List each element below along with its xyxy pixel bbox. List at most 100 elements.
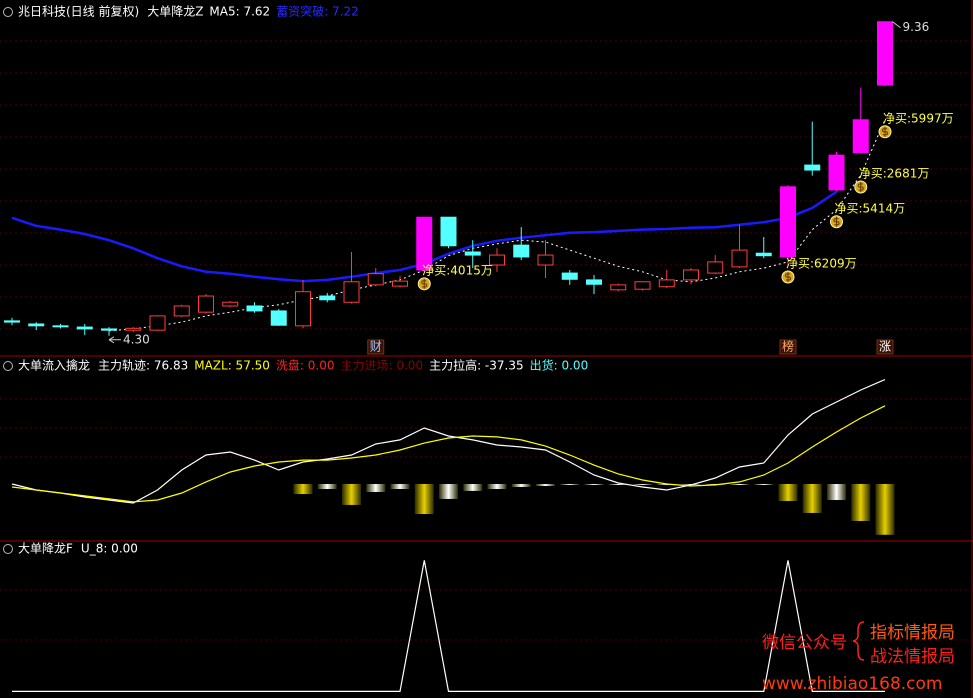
header-item: U_8: 0.00: [81, 542, 138, 556]
panel-title: 大单流入擒龙: [18, 358, 90, 373]
candle-body: [561, 272, 578, 280]
candle-body: [877, 21, 893, 86]
candle-body: [658, 279, 675, 288]
candle-body: [295, 291, 311, 327]
bar: [875, 483, 895, 535]
watermark-brace: [852, 621, 865, 661]
bar: [827, 483, 846, 501]
bar: [802, 483, 822, 513]
header-item: 主力拉高: -37.35: [429, 358, 524, 373]
candle-body: [173, 305, 190, 317]
header-item: 大单降龙Z: [147, 5, 203, 19]
candle-body: [319, 295, 336, 301]
candle-body: [755, 252, 772, 257]
low-pointer: [108, 336, 121, 344]
candle-body: [198, 295, 214, 313]
bar: [730, 483, 749, 485]
line: [11, 378, 886, 504]
candle-body: [464, 251, 481, 256]
bar: [778, 483, 798, 501]
candle-body: [683, 269, 699, 281]
header-item: 出货: 0.00: [530, 358, 589, 373]
candle-body: [149, 315, 166, 331]
bar: [608, 483, 628, 485]
bar: [463, 483, 483, 491]
net-buy-label: 净买:5997万: [883, 111, 954, 125]
marker-box: [876, 339, 894, 355]
candle-body: [586, 279, 602, 285]
bar: [633, 483, 652, 485]
line: [12, 560, 885, 692]
candle-body: [828, 154, 845, 191]
candle-body: [416, 216, 433, 271]
header-item: 洗盘: 0.00: [276, 358, 335, 373]
candle-body: [634, 281, 651, 290]
candle-body: [537, 254, 554, 266]
marker: 榜: [782, 339, 794, 354]
candle-body: [489, 254, 505, 266]
candle-body: [731, 249, 748, 268]
watermark-line: 指标情报局: [870, 623, 955, 643]
candle-body: [707, 261, 724, 274]
bar: [487, 483, 507, 490]
money-bag-sign: [857, 182, 864, 193]
low-label: 4.30: [123, 332, 150, 346]
bar: [366, 483, 386, 493]
candle-body: [246, 305, 263, 312]
panel-title: 大单降龙F: [18, 542, 73, 556]
marker-box: [367, 339, 385, 355]
header-item: 主力轨迹: 76.83: [98, 359, 188, 373]
bar: [317, 483, 337, 490]
header-item: 蓄资突破: 7.22: [276, 4, 359, 19]
candle-body: [610, 284, 627, 291]
high-pointer: [892, 21, 901, 29]
line: [108, 119, 886, 332]
net-buy-label: 净买:2681万: [859, 167, 930, 181]
panel-icon: [3, 544, 13, 554]
money-bag-sign: [785, 272, 791, 283]
candle-body: [804, 164, 821, 171]
candle-body: [4, 320, 20, 323]
panel-icon: [3, 7, 13, 17]
candle-body: [780, 186, 796, 258]
candle-body: [270, 310, 287, 326]
money-bag-sign: [421, 278, 428, 289]
header-item: MAZL: 57.50: [194, 359, 270, 373]
candle-body: [852, 119, 869, 154]
bar: [439, 483, 458, 499]
candle-body: [28, 323, 45, 327]
net-buy-label: 净买:6209万: [786, 257, 857, 271]
net-buy-label: 净买:5414万: [835, 201, 906, 215]
bar: [390, 483, 410, 490]
bar: [560, 483, 580, 485]
bar: [293, 483, 313, 495]
candle-body: [440, 216, 457, 247]
money-bag-sign: [833, 216, 840, 227]
bar: [511, 483, 531, 487]
bar: [754, 483, 774, 485]
watermark-url: www.zhibiao168.com: [762, 674, 942, 694]
bar: [536, 483, 555, 487]
candle-body: [52, 325, 69, 328]
marker: 财: [370, 340, 382, 354]
high-label: 9.36: [903, 20, 930, 34]
candle-body: [367, 273, 384, 286]
marker: 涨: [879, 339, 891, 354]
watermark-label: 微信公众号: [762, 633, 847, 653]
candle-body: [513, 244, 530, 258]
net-buy-label: 净买:4015万: [422, 263, 493, 277]
header-item: 主力进场: 0.00: [341, 359, 424, 373]
header-item: MA5: 7.62: [209, 5, 270, 19]
candle-body: [222, 301, 239, 307]
watermark: 微信公众号 指标情报局 战法情报局 www.zhibiao168.com: [762, 621, 955, 694]
bar: [851, 483, 871, 521]
bar: [414, 483, 434, 515]
line: [11, 405, 886, 503]
bar: [342, 483, 361, 505]
candle-body: [343, 281, 360, 303]
money-bag-sign: [882, 126, 888, 137]
candle-body: [125, 327, 142, 331]
candle-body: [392, 280, 408, 287]
bar: [584, 483, 604, 485]
